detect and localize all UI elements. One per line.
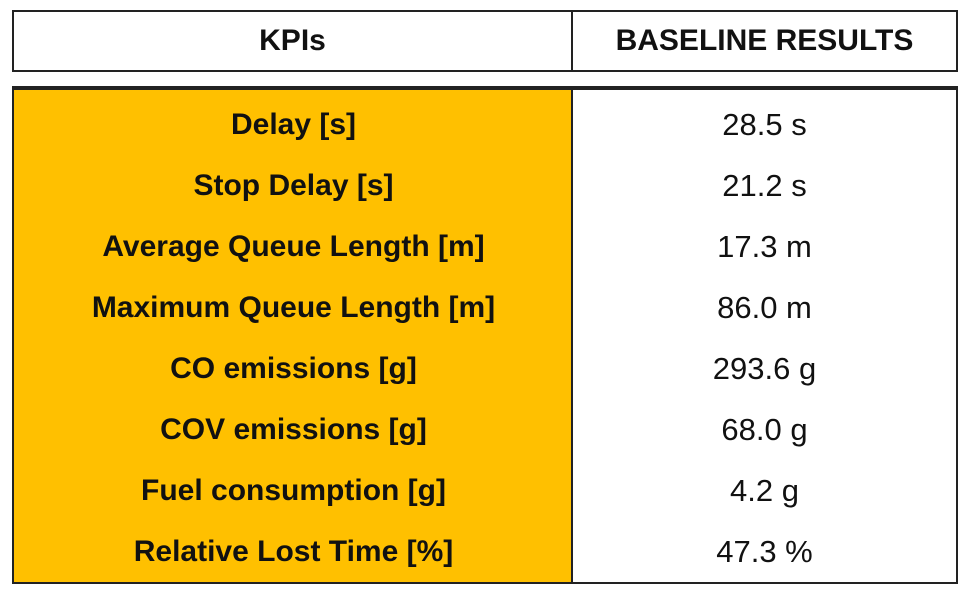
kpi-value: 293.6 g xyxy=(712,350,817,386)
kpi-label: Fuel consumption [g] xyxy=(141,473,446,507)
kpi-label: Delay [s] xyxy=(230,107,357,141)
kpi-label: COV emissions [g] xyxy=(160,412,427,446)
kpi-value: 4.2 g xyxy=(730,472,799,508)
kpi-value: 47.3 % xyxy=(716,533,813,569)
kpi-value: 86.0 m xyxy=(717,289,812,325)
kpi-label: Relative Lost Time [%] xyxy=(133,534,454,568)
header-cell: BASELINE RESULTS xyxy=(615,24,914,57)
kpi-value: 21.2 s xyxy=(722,167,807,203)
kpi-value: 28.5 s xyxy=(722,106,807,142)
kpi-label: Stop Delay [s] xyxy=(193,168,394,202)
kpi-column-fill xyxy=(14,90,573,582)
table-header: KPIs BASELINE RESULTS xyxy=(12,10,958,72)
kpi-value: 68.0 g xyxy=(721,411,808,447)
table-body: Delay [s] 28.5 s Stop Delay [s] 21.2 s Avera… xyxy=(12,86,958,584)
kpi-value: 17.3 m xyxy=(717,228,812,264)
kpi-label: Maximum Queue Length [m] xyxy=(91,290,496,324)
header-cell: KPIs xyxy=(14,12,573,70)
kpi-label: CO emissions [g] xyxy=(170,351,417,385)
kpi-label: Average Queue Length [m] xyxy=(102,229,485,263)
